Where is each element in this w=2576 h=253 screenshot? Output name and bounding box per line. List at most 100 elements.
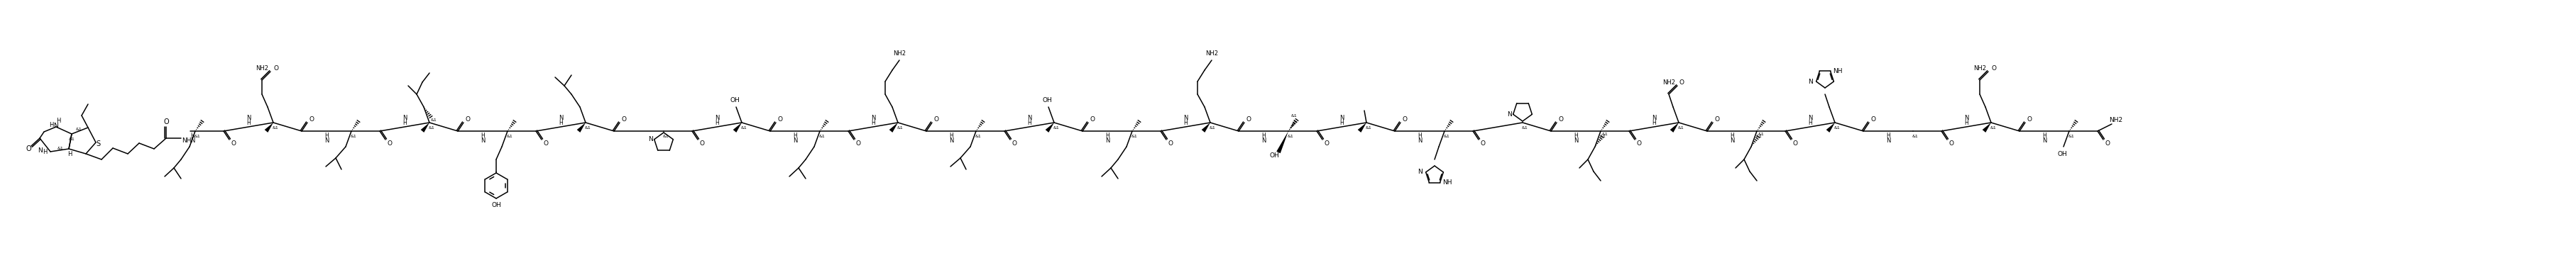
Polygon shape [1669, 123, 1680, 133]
Text: H: H [1340, 119, 1345, 126]
Polygon shape [1826, 123, 1834, 133]
Text: O: O [1716, 116, 1721, 122]
Text: &1: &1 [70, 137, 75, 141]
Text: &1: &1 [1602, 132, 1607, 136]
Text: &1: &1 [1131, 134, 1139, 138]
Text: O: O [309, 116, 314, 122]
Text: O: O [1012, 140, 1018, 146]
Text: H: H [1886, 132, 1891, 139]
Text: H: H [1262, 132, 1265, 139]
Text: H: H [1417, 132, 1422, 139]
Polygon shape [1046, 123, 1054, 133]
Text: N: N [1963, 114, 1968, 121]
Text: O: O [1090, 116, 1095, 122]
Text: N: N [1808, 78, 1814, 85]
Text: &1: &1 [742, 126, 747, 129]
Text: N: N [1105, 137, 1110, 143]
Polygon shape [1200, 123, 1211, 133]
Text: &1: &1 [1757, 134, 1762, 138]
Text: H: H [1182, 119, 1188, 126]
Text: OH: OH [492, 202, 502, 209]
Text: &1: &1 [1911, 134, 1919, 138]
Text: H: H [191, 132, 196, 139]
Text: H: H [1105, 132, 1110, 139]
Text: H: H [1574, 132, 1579, 139]
Polygon shape [1984, 123, 1991, 133]
Text: &1: &1 [1443, 134, 1450, 138]
Text: H: H [402, 119, 407, 126]
Text: &1: &1 [976, 134, 981, 138]
Polygon shape [1278, 131, 1288, 153]
Text: O: O [1558, 116, 1564, 122]
Text: OH: OH [729, 97, 739, 103]
Text: &1: &1 [896, 126, 904, 129]
Text: H: H [325, 132, 330, 139]
Text: H: H [1731, 132, 1734, 139]
Text: N: N [325, 137, 330, 143]
Text: &1: &1 [1834, 126, 1839, 129]
Text: O: O [701, 140, 703, 146]
Polygon shape [889, 123, 899, 133]
Text: NH: NH [1832, 68, 1842, 74]
Text: N: N [1728, 137, 1734, 143]
Text: &1: &1 [819, 134, 824, 138]
Text: N: N [1417, 169, 1422, 175]
Text: N: N [1262, 137, 1265, 143]
Text: O: O [1991, 65, 1996, 71]
Text: NH2: NH2 [255, 65, 268, 71]
Text: N: N [191, 137, 196, 143]
Text: N: N [2043, 137, 2045, 143]
Text: H: H [57, 117, 59, 124]
Text: &1: &1 [430, 118, 438, 121]
Text: H: H [482, 132, 484, 139]
Text: OH: OH [2058, 151, 2066, 157]
Text: NH: NH [183, 137, 191, 143]
Text: O: O [386, 140, 392, 146]
Text: H: H [67, 151, 72, 157]
Text: O: O [933, 116, 938, 122]
Text: &1: &1 [1208, 126, 1216, 129]
Text: O: O [1481, 140, 1486, 146]
Text: O: O [1680, 79, 1685, 86]
Text: H: H [2043, 132, 2045, 139]
Text: NH2: NH2 [1662, 79, 1674, 86]
Text: N: N [1651, 114, 1656, 121]
Text: N: N [247, 114, 250, 121]
Text: N: N [1182, 114, 1188, 121]
Text: N: N [1340, 114, 1345, 121]
Text: &1: &1 [57, 146, 64, 150]
Text: &1: &1 [1365, 126, 1370, 129]
Text: N: N [1507, 111, 1512, 117]
Text: S: S [95, 140, 100, 147]
Text: N: N [54, 122, 59, 129]
Text: N: N [948, 137, 953, 143]
Text: &1: &1 [1054, 126, 1059, 129]
Text: O: O [1870, 116, 1875, 122]
Text: N: N [1417, 137, 1422, 143]
Text: O: O [778, 116, 783, 122]
Text: N: N [649, 136, 654, 143]
Text: O: O [1401, 116, 1406, 122]
Text: OH: OH [1270, 152, 1280, 158]
Text: O: O [162, 118, 170, 125]
Text: O: O [544, 140, 549, 146]
Text: &1: &1 [193, 134, 201, 138]
Text: O: O [273, 65, 278, 71]
Text: H: H [1028, 119, 1030, 126]
Text: &1: &1 [1991, 126, 1996, 129]
Text: N: N [1574, 137, 1579, 143]
Text: N: N [559, 114, 564, 121]
Text: NH2: NH2 [1206, 50, 1218, 56]
Text: &1: &1 [75, 127, 82, 131]
Text: H: H [871, 119, 876, 126]
Text: N: N [402, 114, 407, 121]
Text: &1: &1 [1677, 126, 1685, 129]
Text: O: O [855, 140, 860, 146]
Text: H: H [559, 119, 562, 126]
Text: H: H [49, 121, 54, 128]
Polygon shape [420, 123, 430, 133]
Text: O: O [1793, 140, 1798, 146]
Text: O: O [621, 116, 626, 122]
Text: O: O [1167, 140, 1172, 146]
Text: H: H [793, 132, 796, 139]
